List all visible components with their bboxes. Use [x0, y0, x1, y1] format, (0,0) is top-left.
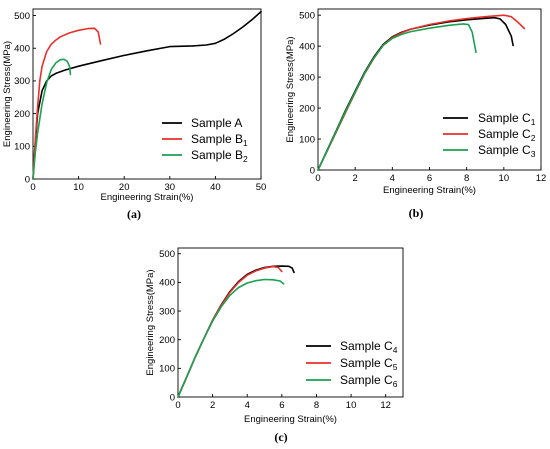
x-tick-label: 6 [427, 173, 432, 184]
y-tick-label: 400 [159, 278, 175, 289]
y-tick-label: 0 [25, 174, 30, 185]
x-tick-label: 0 [315, 173, 320, 184]
y-tick-label: 200 [159, 335, 175, 346]
y-tick-label: 300 [14, 76, 30, 87]
legend-entry: Sample C3 [478, 143, 536, 159]
legend-entry-label: Sample C [340, 339, 393, 353]
legend-entry: Sample C1 [478, 111, 536, 127]
legend-entry-label: Sample C [478, 127, 531, 141]
x-tick-label: 20 [119, 182, 130, 193]
y-tick-label: 300 [159, 306, 175, 317]
x-tick-label: 2 [210, 400, 215, 411]
legend-entry-subscript: 6 [393, 379, 398, 389]
x-tick-label: 30 [165, 182, 176, 193]
series-line [177, 265, 283, 398]
x-tick-label: 10 [346, 400, 357, 411]
y-tick-label: 200 [14, 109, 30, 120]
legend-entry: Sample C4 [340, 339, 398, 355]
x-tick-label: 10 [499, 173, 510, 184]
x-tick-label: 8 [314, 400, 319, 411]
y-tick-label: 0 [170, 392, 175, 403]
legend-entry: Sample C5 [340, 356, 398, 372]
legend-entry-label: Sample B [191, 148, 243, 162]
x-tick-label: 2 [353, 173, 358, 184]
panel-label: (b) [409, 206, 424, 220]
y-tick-label: 0 [310, 165, 315, 176]
x-tick-label: 8 [464, 173, 469, 184]
x-tick-label: 12 [380, 400, 391, 411]
legend-entry-subscript: 4 [393, 345, 398, 355]
x-tick-label: 0 [30, 182, 35, 193]
legend-entry: Sample B2 [191, 148, 248, 164]
panel-label: (c) [274, 430, 287, 444]
y-axis-title: Engineering Stress(MPa) [2, 41, 13, 147]
y-tick-label: 200 [299, 103, 315, 114]
legend-entry-label: Sample B [191, 132, 243, 146]
y-tick-label: 500 [299, 10, 315, 21]
x-tick-label: 50 [256, 182, 267, 193]
panel-label: (a) [127, 207, 141, 221]
x-tick-label: 0 [175, 400, 180, 411]
y-tick-label: 400 [14, 44, 30, 55]
legend-entry-label: Sample C [340, 373, 393, 387]
y-axis-title: Engineering Stress(MPa) [145, 269, 156, 375]
plot-frame [177, 247, 404, 398]
x-tick-label: 6 [279, 400, 284, 411]
x-axis-title: Engineering Strain(%) [244, 414, 337, 425]
series-line [32, 27, 102, 180]
x-axis-title: Engineering Strain(%) [383, 185, 476, 196]
y-tick-label: 100 [159, 364, 175, 375]
legend-entry-subscript: 5 [393, 362, 398, 372]
x-tick-label: 40 [210, 182, 221, 193]
x-tick-label: 4 [390, 173, 395, 184]
legend-entry-label: Sample C [340, 356, 393, 370]
series-line [32, 58, 72, 180]
x-tick-label: 12 [536, 173, 547, 184]
legend-entry-label: Sample C [478, 111, 531, 125]
legend-entry-subscript: 2 [531, 133, 536, 143]
plot-frame [32, 8, 262, 180]
legend-entry-label: Sample C [478, 143, 531, 157]
legend-entry: Sample A [191, 116, 242, 130]
x-axis-title: Engineering Strain(%) [101, 192, 194, 203]
series-line [317, 23, 477, 171]
legend-entry-label: Sample A [191, 116, 242, 130]
x-tick-label: 10 [73, 182, 84, 193]
y-tick-label: 400 [299, 41, 315, 52]
legend-entry-subscript: 3 [531, 149, 536, 159]
y-tick-label: 500 [159, 249, 175, 260]
series-line [32, 10, 262, 180]
legend-entry: Sample C2 [478, 127, 536, 143]
y-tick-label: 500 [14, 11, 30, 22]
x-tick-label: 4 [245, 400, 250, 411]
legend-entry: Sample C6 [340, 373, 398, 389]
y-tick-label: 100 [299, 134, 315, 145]
y-axis-title: Engineering Stress(MPa) [285, 36, 296, 142]
y-tick-label: 300 [299, 72, 315, 83]
legend-entry-subscript: 1 [243, 138, 248, 148]
legend-entry-subscript: 1 [531, 117, 536, 127]
legend-entry: Sample B1 [191, 132, 248, 148]
y-tick-label: 100 [14, 142, 30, 153]
legend-entry-subscript: 2 [243, 154, 248, 164]
series-line [177, 278, 285, 398]
